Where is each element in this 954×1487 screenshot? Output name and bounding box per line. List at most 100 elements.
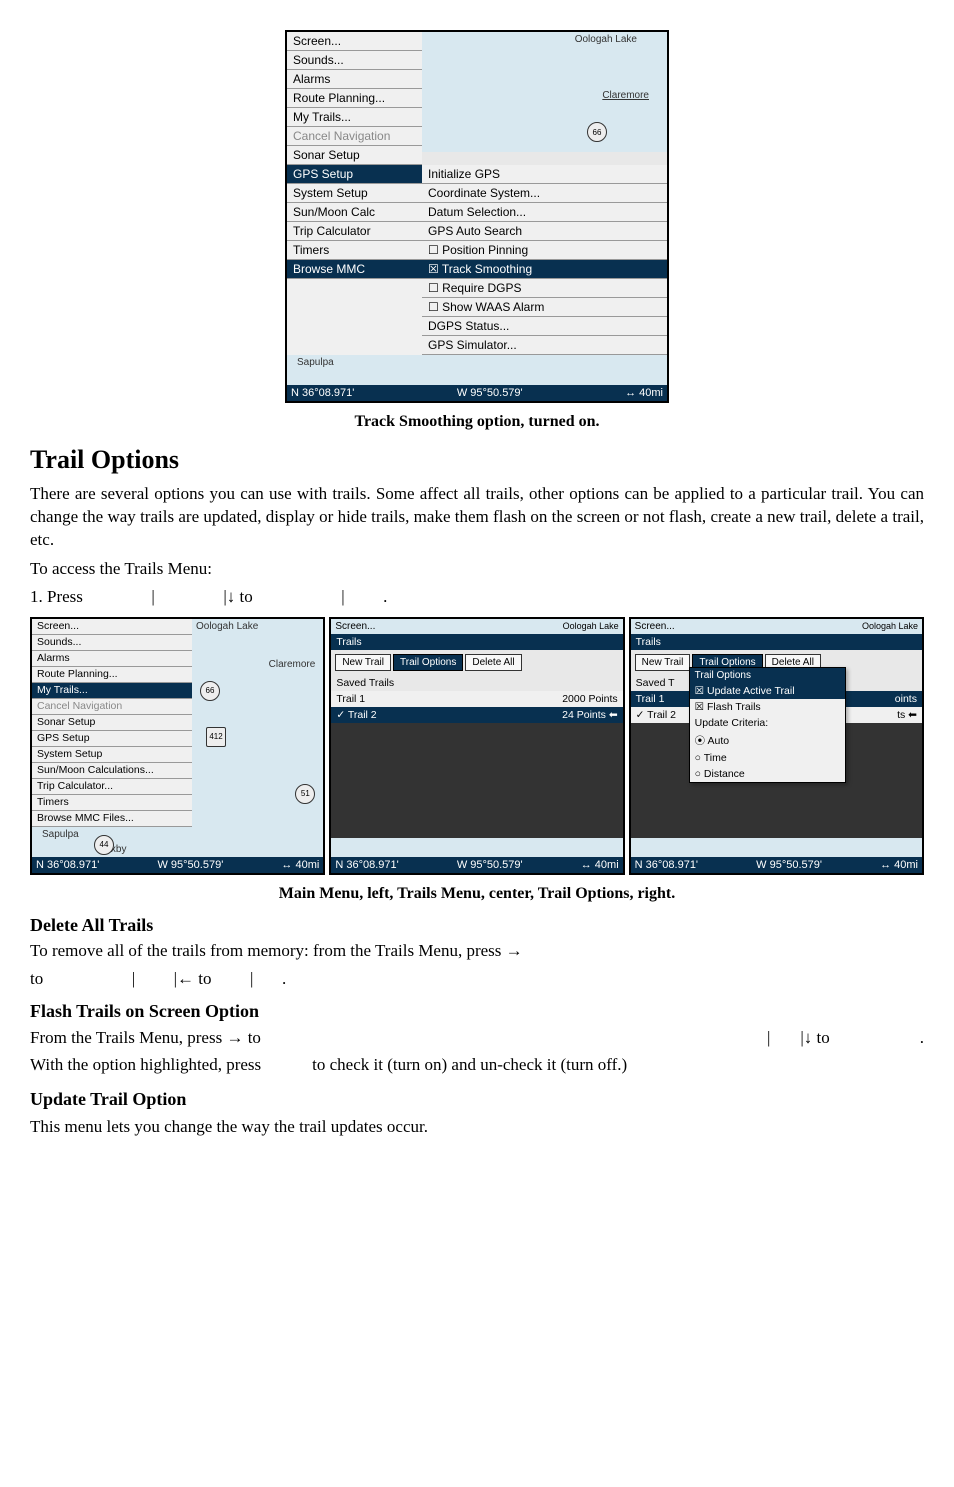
map-label: Claremore bbox=[269, 659, 316, 670]
map-label: Oologah Lake bbox=[196, 621, 258, 632]
device-screen-right: Screen... Oologah Lake Trails New Trail … bbox=[629, 617, 924, 875]
route-badge: 44 bbox=[94, 835, 114, 855]
trail-points: ts ⬅ bbox=[897, 709, 917, 721]
body-paragraph: This menu lets you change the way the tr… bbox=[30, 1116, 924, 1139]
menu-item: Trip Calculator... bbox=[32, 779, 192, 795]
status-lat: N 36°08.971' bbox=[335, 859, 398, 871]
popup-item: Update Criteria: bbox=[690, 715, 845, 731]
menu-item: ☐ Show WAAS Alarm bbox=[422, 298, 667, 317]
menu-item: ☐ Require DGPS bbox=[422, 279, 667, 298]
map-label: Oologah Lake bbox=[563, 621, 619, 632]
menu-item: Route Planning... bbox=[32, 667, 192, 683]
status-lon: W 95°50.579' bbox=[457, 387, 523, 399]
text: . bbox=[383, 587, 387, 606]
figure-caption: Main Menu, left, Trails Menu, center, Tr… bbox=[30, 885, 924, 903]
menu-item: System Setup bbox=[32, 747, 192, 763]
menu-item: Sounds... bbox=[32, 635, 192, 651]
menu-item: DGPS Status... bbox=[422, 317, 667, 336]
status-scale: ↔ 40mi bbox=[281, 859, 319, 871]
new-trail-button: New Trail bbox=[335, 654, 391, 671]
figure-track-smoothing: Screen... Sounds... Alarms Route Plannin… bbox=[30, 30, 924, 403]
status-scale: ↔ 40mi bbox=[880, 859, 918, 871]
status-scale: ↔ 40mi bbox=[581, 859, 619, 871]
menu-item: Sonar Setup bbox=[32, 715, 192, 731]
device-screen-1: Screen... Sounds... Alarms Route Plannin… bbox=[285, 30, 669, 403]
text: From the Trails Menu, press → to bbox=[30, 1028, 261, 1048]
heading-delete-all: Delete All Trails bbox=[30, 915, 924, 936]
trails-header: Trails bbox=[631, 634, 922, 650]
popup-item-selected: ☒ Update Active Trail bbox=[690, 683, 845, 699]
status-lat: N 36°08.971' bbox=[36, 859, 99, 871]
map-label: Claremore bbox=[602, 90, 649, 101]
delete-all-button: Delete All bbox=[465, 654, 521, 671]
heading-update-trail: Update Trail Option bbox=[30, 1089, 924, 1110]
body-paragraph: To access the Trails Menu: bbox=[30, 558, 924, 581]
heading-flash-trails: Flash Trails on Screen Option bbox=[30, 1001, 924, 1022]
text: | bbox=[151, 587, 154, 606]
trail-name: Trail 1 bbox=[336, 693, 365, 705]
status-lon: W 95°50.579' bbox=[157, 859, 223, 871]
route-badge: 66 bbox=[587, 122, 607, 142]
trail-points: 24 Points ⬅ bbox=[562, 709, 618, 721]
route-badge: 51 bbox=[295, 784, 315, 804]
saved-trails-label: Saved Trails bbox=[331, 675, 622, 691]
trail-options-button: Trail Options bbox=[393, 654, 463, 671]
body-paragraph: With the option highlighted, press to ch… bbox=[30, 1054, 924, 1077]
route-badge: 412 bbox=[206, 727, 226, 747]
text: . bbox=[282, 969, 286, 988]
trails-header: Trails bbox=[331, 634, 622, 650]
text: |↓ to bbox=[800, 1028, 829, 1048]
popup-header: Trail Options bbox=[690, 668, 845, 683]
trail-name: ✓ Trail 2 bbox=[636, 709, 676, 721]
status-lon: W 95°50.579' bbox=[756, 859, 822, 871]
menu-item: GPS Auto Search bbox=[422, 222, 667, 241]
menu-item: Timers bbox=[32, 795, 192, 811]
map-area: Oologah Lake Claremore 66 bbox=[422, 32, 667, 152]
heading-trail-options: Trail Options bbox=[30, 445, 924, 475]
body-paragraph: There are several options you can use wi… bbox=[30, 483, 924, 552]
popup-item: ○ Distance bbox=[690, 766, 845, 782]
map-label: Oologah Lake bbox=[862, 621, 918, 632]
trail-options-popup: Trail Options ☒ Update Active Trail ☒ Fl… bbox=[689, 667, 846, 783]
body-paragraph: To remove all of the trails from memory:… bbox=[30, 940, 924, 963]
menu-item: System Setup bbox=[287, 184, 422, 203]
menu-item: Browse MMC Files... bbox=[32, 811, 192, 827]
status-bar: N 36°08.971' W 95°50.579' ↔ 40mi bbox=[32, 857, 323, 873]
menu-item: Screen... bbox=[287, 32, 422, 51]
text: . bbox=[920, 1028, 924, 1048]
device-screen-center: Screen... Oologah Lake Trails New Trail … bbox=[329, 617, 624, 875]
menu-item: Screen... bbox=[335, 621, 375, 632]
menu-item: Sounds... bbox=[287, 51, 422, 70]
trail-row-selected: ✓ Trail 2 24 Points ⬅ bbox=[331, 707, 622, 723]
status-bar: N 36°08.971' W 95°50.579' ↔ 40mi bbox=[631, 857, 922, 873]
menu-item: Screen... bbox=[32, 619, 192, 635]
menu-item: GPS Setup bbox=[287, 165, 422, 184]
status-bar: N 36°08.971' W 95°50.579' ↔ 40mi bbox=[331, 857, 622, 873]
trail-points: oints bbox=[895, 693, 917, 705]
route-badge: 66 bbox=[200, 681, 220, 701]
menu-item-selected: ☒ Track Smoothing bbox=[422, 260, 667, 279]
text: | bbox=[341, 587, 344, 606]
figure-triple: Screen... Sounds... Alarms Route Plannin… bbox=[30, 617, 924, 875]
menu-item: My Trails... bbox=[287, 108, 422, 127]
menu-item: Browse MMC bbox=[287, 260, 422, 279]
trail-row: Trail 1 2000 Points bbox=[331, 691, 622, 707]
text: |↓ to bbox=[223, 587, 257, 606]
menu-item: Timers bbox=[287, 241, 422, 260]
trail-name: ✓ Trail 2 bbox=[336, 709, 376, 721]
popup-item: ⦿ Auto bbox=[690, 731, 845, 750]
status-lat: N 36°08.971' bbox=[291, 387, 354, 399]
figure-caption: Track Smoothing option, turned on. bbox=[30, 413, 924, 431]
text: 1. Press bbox=[30, 587, 87, 606]
menu-item: Screen... bbox=[635, 621, 675, 632]
menu-item: Initialize GPS bbox=[422, 165, 667, 184]
map-label: Oologah Lake bbox=[575, 34, 637, 45]
menu-item: Sun/Moon Calculations... bbox=[32, 763, 192, 779]
popup-item: ○ Time bbox=[690, 750, 845, 766]
text: to bbox=[30, 969, 47, 988]
map-label: Sapulpa bbox=[297, 357, 334, 368]
device-screen-left: Screen... Sounds... Alarms Route Plannin… bbox=[30, 617, 325, 875]
status-lat: N 36°08.971' bbox=[635, 859, 698, 871]
trail-name: Trail 1 bbox=[636, 693, 665, 705]
menu-item: Alarms bbox=[287, 70, 422, 89]
